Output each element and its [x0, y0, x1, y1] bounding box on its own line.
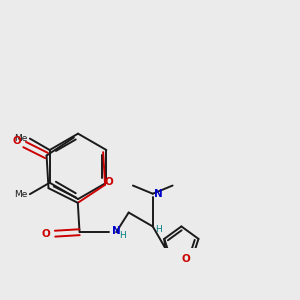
Text: Me: Me	[14, 190, 27, 199]
Text: O: O	[41, 229, 50, 239]
Text: O: O	[105, 177, 113, 187]
Text: H: H	[119, 231, 126, 240]
Text: N: N	[112, 226, 120, 236]
Text: H: H	[155, 225, 161, 234]
Text: O: O	[182, 254, 191, 264]
Text: N: N	[154, 189, 163, 199]
Text: Me: Me	[14, 134, 27, 143]
Text: O: O	[13, 136, 22, 146]
